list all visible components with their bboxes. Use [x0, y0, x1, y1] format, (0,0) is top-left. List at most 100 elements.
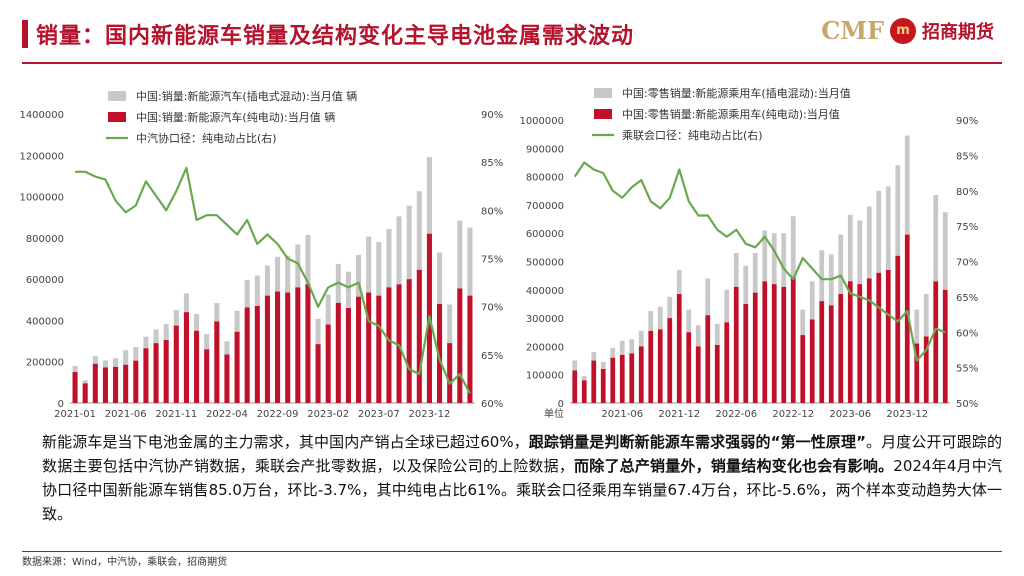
- left-x-tick-label: 2022-09: [257, 409, 299, 420]
- right-y2-tick-label: 85%: [956, 151, 978, 162]
- left-x-tick-label: 2021-01: [54, 409, 96, 420]
- right-bar-main: [885, 269, 891, 403]
- left-bar-total: [376, 241, 382, 296]
- right-legend-label: 中国:零售销量:新能源乘用车(纯电动):当月值: [622, 107, 840, 121]
- right-bar-main: [676, 294, 682, 403]
- right-bar-main: [714, 344, 720, 403]
- logo-cmf-text: CMF: [821, 16, 884, 45]
- left-bar-main: [345, 308, 351, 403]
- left-bar-main: [163, 340, 169, 403]
- left-bar-main: [335, 302, 341, 403]
- left-bar-total: [285, 255, 291, 293]
- left-y2-tick-label: 90%: [481, 110, 503, 121]
- left-bar-total: [92, 356, 98, 364]
- left-bar-main: [406, 279, 412, 403]
- right-x-unit-label: 单位: [544, 407, 564, 420]
- left-bar-main: [204, 349, 210, 403]
- left-y-tick-label: 400000: [26, 316, 64, 327]
- right-bar-total: [610, 347, 616, 358]
- left-bar-main: [447, 343, 453, 403]
- right-y-tick-label: 200000: [526, 342, 564, 353]
- right-bar-main: [752, 292, 758, 403]
- left-bar-main: [376, 295, 382, 403]
- left-bar-main: [467, 295, 473, 403]
- right-legend-label: 中国:零售销量:新能源乘用车(插电混动):当月值: [622, 86, 851, 100]
- right-bar-main: [695, 346, 701, 403]
- left-bar-total: [437, 252, 443, 304]
- analysis-text-1: 新能源车是当下电池金属的主力需求，其中国内产销占全球已超过60%，: [42, 433, 529, 451]
- right-x-tick-label: 2021-06: [601, 409, 643, 420]
- left-bar-main: [386, 287, 392, 403]
- left-bar-main: [133, 360, 139, 403]
- left-bar-main: [264, 295, 270, 403]
- left-bar-total: [457, 220, 463, 289]
- right-legend-label: 乘联会口径：纯电动占比(右): [622, 128, 763, 142]
- right-bar-main: [828, 305, 834, 403]
- left-x-tick-label: 2023-07: [358, 409, 400, 420]
- right-y-tick-label: 300000: [526, 314, 564, 325]
- right-y-tick-label: 100000: [526, 371, 564, 382]
- left-bar-total: [123, 350, 129, 365]
- right-bar-main: [600, 369, 606, 403]
- right-bar-total: [752, 253, 758, 293]
- left-bar-main: [457, 288, 463, 403]
- right-bar-total: [790, 216, 796, 278]
- left-bar-main: [123, 364, 129, 403]
- right-bar-total: [895, 165, 901, 256]
- left-bar-total: [113, 358, 119, 367]
- left-bar-main: [275, 291, 281, 403]
- left-bar-main: [194, 330, 200, 403]
- right-bar-main: [724, 322, 730, 403]
- left-bar-total: [163, 323, 169, 341]
- left-y-tick-label: 600000: [26, 275, 64, 286]
- left-bar-main: [92, 363, 98, 403]
- left-x-tick-label: 2023-12: [409, 409, 451, 420]
- right-bar-total: [619, 340, 625, 355]
- left-y2-tick-label: 60%: [481, 399, 503, 410]
- left-line-series: [75, 166, 471, 394]
- right-y-tick-label: 0: [558, 399, 564, 410]
- left-bar-main: [295, 287, 301, 403]
- right-bar-main: [733, 286, 739, 403]
- left-y2-tick-label: 85%: [481, 158, 503, 169]
- left-bar-total: [295, 244, 301, 288]
- right-bar-total: [572, 360, 578, 371]
- right-bar-main: [705, 315, 711, 403]
- right-bar-main: [857, 284, 863, 403]
- right-bar-total: [581, 376, 587, 381]
- right-bar-total: [866, 206, 872, 279]
- right-bar-main: [638, 346, 644, 403]
- right-bar-total: [771, 233, 777, 285]
- header-divider: [22, 62, 1002, 64]
- right-y2-tick-label: 55%: [956, 364, 978, 375]
- right-bar-main: [771, 284, 777, 403]
- right-y-tick-label: 900000: [526, 144, 564, 155]
- right-bar-main: [809, 319, 815, 403]
- right-bar-main: [781, 286, 787, 403]
- right-bar-total: [743, 265, 749, 304]
- left-bar-total: [305, 234, 311, 285]
- right-y2-tick-label: 60%: [956, 328, 978, 339]
- left-legend-label: 中国:销量:新能源汽车(纯电动):当月值 辆: [136, 110, 335, 124]
- right-x-tick-label: 2023-06: [829, 409, 871, 420]
- left-bar-total: [72, 366, 78, 373]
- left-bar-main: [224, 354, 230, 403]
- left-bar-total: [325, 294, 331, 325]
- logo-company-name: 招商期货: [922, 21, 994, 43]
- right-bar-total: [809, 281, 815, 320]
- right-bar-total: [885, 186, 891, 270]
- chart-left: 0 200000 400000 600000 800000 1000000 1200000 1…: [19, 89, 503, 420]
- left-bar-total: [143, 336, 149, 349]
- left-bar-main: [254, 305, 260, 403]
- left-bar-total: [356, 254, 362, 297]
- left-bar-main: [285, 292, 291, 403]
- right-bar-total: [838, 234, 844, 295]
- right-bar-main: [923, 336, 929, 403]
- footer-divider: [22, 551, 1002, 552]
- left-bar-total: [254, 275, 260, 306]
- left-bar-total: [447, 304, 453, 344]
- left-bar-main: [234, 331, 240, 403]
- right-bar-total: [923, 294, 929, 337]
- right-bar-main: [762, 281, 768, 403]
- analysis-text-2: 。月度公开可跟踪的数据主要包括中汽协产销数据，乘联会产批零数据，以及保险公司的上…: [42, 433, 1002, 475]
